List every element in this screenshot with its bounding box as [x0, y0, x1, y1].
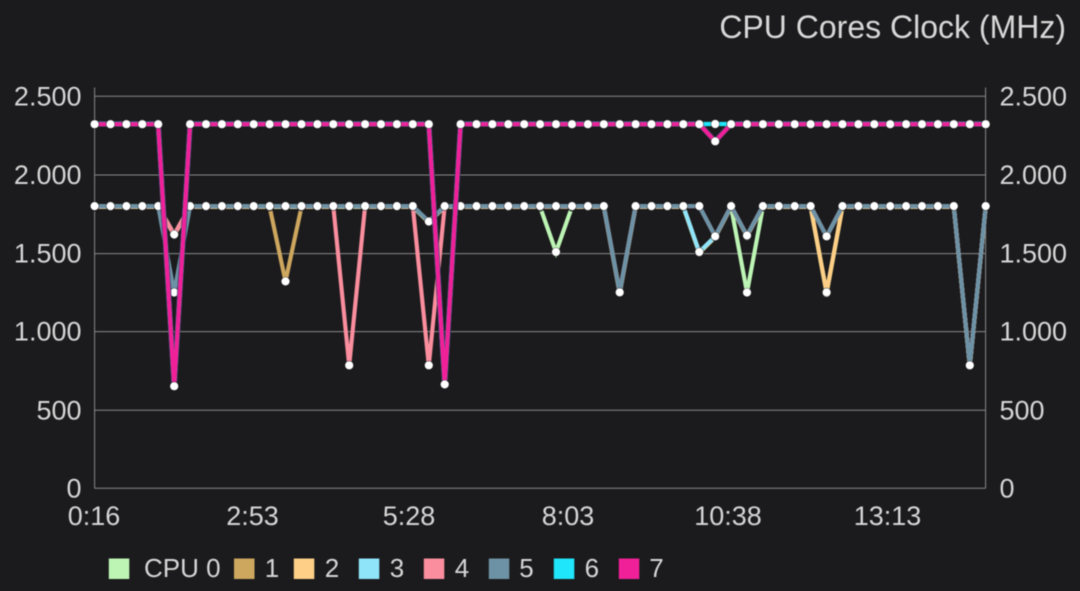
- svg-text:13:13: 13:13: [854, 501, 922, 531]
- svg-text:1.000: 1.000: [14, 317, 82, 347]
- svg-text:5: 5: [519, 553, 533, 583]
- svg-text:CPU Cores Clock (MHz): CPU Cores Clock (MHz): [719, 9, 1066, 45]
- svg-text:1: 1: [265, 553, 279, 583]
- svg-text:3: 3: [390, 553, 404, 583]
- svg-text:2.000: 2.000: [1000, 160, 1068, 190]
- svg-text:0: 0: [1000, 473, 1015, 503]
- svg-text:2.500: 2.500: [14, 81, 82, 111]
- svg-text:1.500: 1.500: [1000, 239, 1068, 269]
- svg-text:500: 500: [36, 395, 81, 425]
- svg-text:2: 2: [325, 553, 339, 583]
- svg-text:2:53: 2:53: [226, 501, 279, 531]
- svg-text:8:03: 8:03: [542, 501, 595, 531]
- svg-text:500: 500: [1000, 395, 1045, 425]
- svg-text:1.000: 1.000: [1000, 317, 1068, 347]
- svg-text:7: 7: [649, 553, 663, 583]
- svg-text:2.000: 2.000: [14, 160, 82, 190]
- svg-text:1.500: 1.500: [14, 239, 82, 269]
- svg-text:10:38: 10:38: [694, 501, 762, 531]
- svg-text:CPU 0: CPU 0: [144, 553, 221, 583]
- svg-text:5:28: 5:28: [383, 501, 436, 531]
- svg-text:6: 6: [585, 553, 599, 583]
- svg-text:0: 0: [66, 473, 81, 503]
- svg-text:4: 4: [455, 553, 469, 583]
- svg-text:2.500: 2.500: [1000, 81, 1068, 111]
- svg-text:0:16: 0:16: [68, 501, 121, 531]
